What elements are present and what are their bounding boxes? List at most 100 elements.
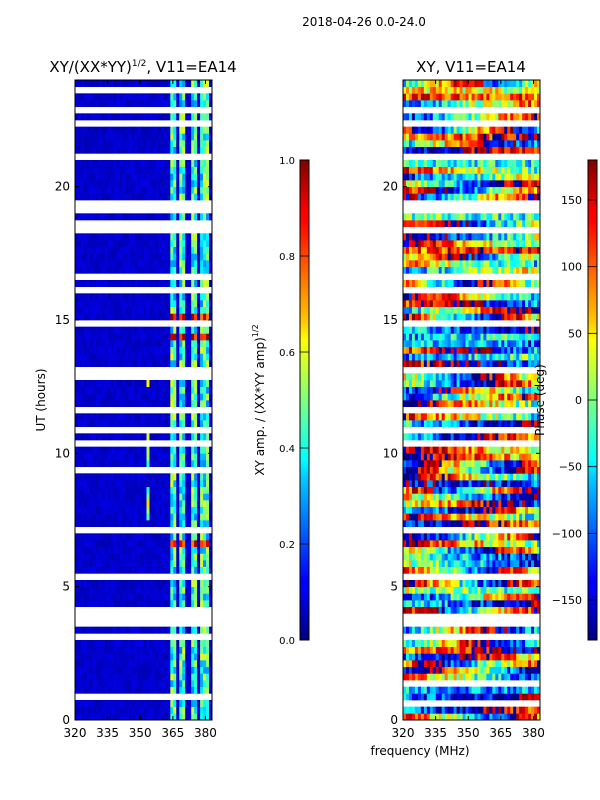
heatmap-cell: [182, 346, 186, 354]
heatmap-cell: [417, 560, 422, 568]
heatmap-cell: [137, 706, 141, 714]
heatmap-cell: [534, 460, 538, 468]
heatmap-cell: [101, 180, 106, 188]
heatmap-cell: [149, 326, 153, 334]
heatmap-cell: [137, 493, 141, 501]
heatmap-cell: [161, 260, 165, 268]
heatmap-cell: [170, 173, 174, 181]
heatmap-cell: [143, 280, 147, 288]
heatmap-cell: [191, 393, 195, 401]
heatmap-cell: [173, 660, 177, 668]
heatmap-cell: [435, 506, 440, 514]
heatmap-cell: [438, 546, 443, 554]
heatmap-cell: [75, 646, 79, 654]
heatmap-cell: [483, 446, 487, 454]
heatmap-cell: [131, 240, 135, 248]
heatmap-cell: [507, 713, 511, 720]
heatmap-cell: [441, 713, 446, 720]
heatmap-cell: [152, 140, 156, 148]
heatmap-cell: [137, 393, 141, 401]
heatmap-cell: [83, 280, 88, 288]
heatmap-cell: [471, 513, 475, 521]
heatmap-cell: [179, 146, 183, 154]
heatmap-cell: [116, 706, 121, 714]
heatmap-cell: [134, 100, 138, 108]
heatmap-cell: [101, 600, 106, 608]
heatmap-cell: [173, 680, 177, 688]
heatmap-cell: [438, 460, 443, 468]
heatmap-cell: [167, 566, 171, 574]
heatmap-cell: [143, 433, 147, 441]
heatmap-cell: [113, 126, 118, 134]
heatmap-cell: [89, 353, 94, 361]
heatmap-cell: [116, 580, 121, 588]
heatmap-cell: [203, 520, 207, 528]
heatmap-cell: [489, 506, 493, 514]
heatmap-cell: [414, 566, 419, 574]
heatmap-cell: [176, 180, 180, 188]
heatmap-cell: [432, 600, 437, 608]
heatmap-cell: [185, 340, 189, 348]
heatmap-cell: [125, 660, 129, 668]
heatmap-cell: [77, 680, 82, 688]
heatmap-cell: [92, 420, 97, 428]
heatmap-cell: [498, 520, 502, 528]
heatmap-cell: [403, 420, 407, 428]
panel-a-title-main: XY/(XX*YY): [49, 58, 132, 76]
heatmap-cell: [471, 566, 475, 574]
heatmap-cell: [537, 433, 540, 441]
heatmap-cell: [185, 326, 189, 334]
heatmap-cell: [125, 306, 129, 314]
heatmap-cell: [516, 433, 520, 441]
heatmap-cell: [77, 660, 82, 668]
heatmap-cell: [197, 246, 201, 254]
heatmap-cell: [164, 380, 168, 388]
heatmap-cell: [426, 446, 431, 454]
heatmap-cell: [179, 326, 183, 334]
heatmap-cell: [423, 660, 428, 668]
heatmap-cell: [513, 553, 517, 561]
heatmap-cell: [414, 646, 419, 654]
heatmap-cell: [146, 353, 150, 361]
heatmap-cell: [435, 560, 440, 568]
heatmap-cell: [164, 346, 168, 354]
heatmap-cell: [137, 146, 141, 154]
heatmap-cell: [167, 260, 171, 268]
heatmap-cell: [429, 646, 434, 654]
heatmap-cell: [200, 133, 204, 141]
heatmap-cell: [128, 560, 132, 568]
heatmap-cell: [98, 400, 103, 408]
heatmap-cell: [405, 626, 410, 634]
heatmap-cell: [89, 540, 94, 548]
heatmap-cell: [155, 666, 159, 674]
heatmap-cell: [411, 646, 416, 654]
heatmap-cell: [188, 660, 192, 668]
heatmap-cell: [459, 566, 463, 574]
heatmap-cell: [516, 466, 520, 474]
heatmap-cell: [403, 446, 407, 454]
heatmap-cell: [477, 606, 481, 614]
heatmap-cell: [185, 473, 189, 481]
heatmap-cell: [462, 640, 466, 648]
heatmap-cell: [86, 540, 91, 548]
heatmap-cell: [516, 460, 520, 468]
heatmap-cell: [143, 506, 147, 514]
heatmap-cell: [465, 713, 469, 720]
heatmap-cell: [161, 80, 165, 88]
heatmap-cell: [92, 593, 97, 601]
heatmap-cell: [185, 600, 189, 608]
heatmap-cell: [146, 393, 150, 401]
heatmap-cell: [140, 340, 144, 348]
heatmap-cell: [149, 593, 153, 601]
heatmap-cell: [188, 566, 192, 574]
heatmap-cell: [534, 520, 538, 528]
heatmap-cell: [441, 593, 446, 601]
heatmap-cell: [179, 480, 183, 488]
heatmap-cell: [116, 326, 121, 334]
heatmap-cell: [75, 493, 79, 501]
heatmap-cell: [134, 460, 138, 468]
heatmap-cell: [417, 646, 422, 654]
y-tick-label: 0: [62, 713, 70, 727]
heatmap-cell: [432, 646, 437, 654]
heatmap-cell: [194, 646, 198, 654]
